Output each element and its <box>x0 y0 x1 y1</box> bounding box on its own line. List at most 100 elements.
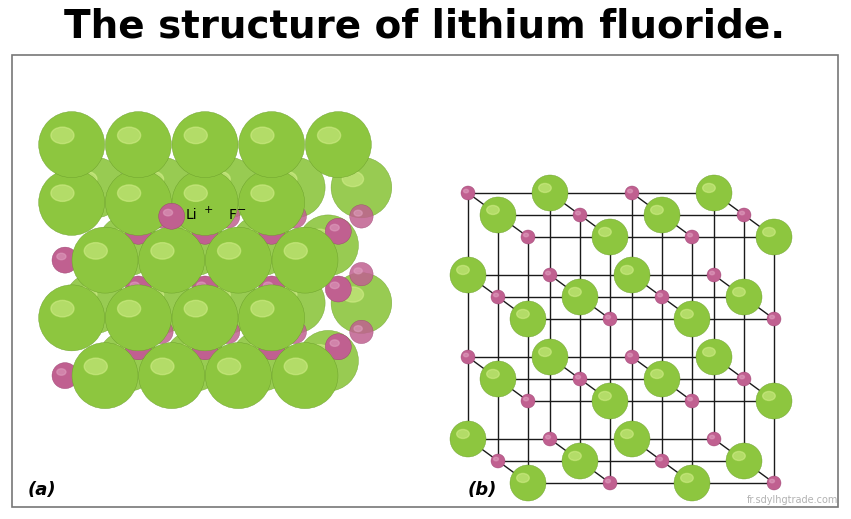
Ellipse shape <box>457 265 469 275</box>
Ellipse shape <box>175 229 197 244</box>
Ellipse shape <box>317 127 340 144</box>
Ellipse shape <box>51 127 74 144</box>
Circle shape <box>125 218 151 244</box>
Circle shape <box>197 157 259 218</box>
Ellipse shape <box>487 206 500 214</box>
Ellipse shape <box>769 479 774 483</box>
Ellipse shape <box>151 243 174 259</box>
Ellipse shape <box>568 288 581 296</box>
Ellipse shape <box>57 196 66 202</box>
Ellipse shape <box>243 345 264 360</box>
Ellipse shape <box>175 345 197 360</box>
Circle shape <box>573 372 587 386</box>
Ellipse shape <box>703 347 715 357</box>
Ellipse shape <box>76 171 97 187</box>
Circle shape <box>231 215 292 276</box>
Ellipse shape <box>651 370 663 378</box>
Circle shape <box>707 268 721 282</box>
Ellipse shape <box>57 253 66 260</box>
Circle shape <box>532 175 568 211</box>
Circle shape <box>696 175 732 211</box>
Text: The structure of lithium fluoride.: The structure of lithium fluoride. <box>65 8 785 46</box>
Ellipse shape <box>251 301 274 317</box>
Circle shape <box>644 197 680 233</box>
Circle shape <box>491 454 505 468</box>
Ellipse shape <box>151 358 174 375</box>
Circle shape <box>756 219 792 255</box>
Circle shape <box>325 218 351 244</box>
Circle shape <box>726 443 762 479</box>
Circle shape <box>150 320 173 344</box>
Ellipse shape <box>51 185 74 201</box>
Ellipse shape <box>740 375 745 379</box>
Ellipse shape <box>464 353 469 357</box>
Ellipse shape <box>769 315 774 319</box>
Circle shape <box>72 227 138 293</box>
Circle shape <box>231 331 292 391</box>
Circle shape <box>238 169 305 236</box>
Ellipse shape <box>264 282 272 289</box>
Ellipse shape <box>197 224 206 231</box>
Text: (b): (b) <box>468 481 497 499</box>
Circle shape <box>461 350 475 364</box>
Ellipse shape <box>494 293 499 297</box>
Circle shape <box>106 112 171 177</box>
Circle shape <box>521 394 535 408</box>
Circle shape <box>707 432 721 446</box>
Text: −: − <box>237 205 247 215</box>
Circle shape <box>131 157 191 218</box>
Circle shape <box>644 361 680 397</box>
Ellipse shape <box>288 326 295 332</box>
Circle shape <box>767 312 781 326</box>
Circle shape <box>131 272 191 333</box>
Circle shape <box>756 383 792 419</box>
Ellipse shape <box>51 301 74 317</box>
Text: +: + <box>203 205 213 215</box>
Circle shape <box>325 276 351 302</box>
Ellipse shape <box>575 211 580 215</box>
Circle shape <box>450 257 486 293</box>
Ellipse shape <box>220 210 229 216</box>
Circle shape <box>150 263 173 286</box>
Circle shape <box>172 112 238 177</box>
Circle shape <box>197 272 259 333</box>
Ellipse shape <box>220 268 229 274</box>
Ellipse shape <box>309 345 330 360</box>
Circle shape <box>52 189 78 215</box>
Circle shape <box>265 157 325 218</box>
Ellipse shape <box>627 353 632 357</box>
Circle shape <box>125 276 151 302</box>
Ellipse shape <box>130 282 140 289</box>
Circle shape <box>205 227 271 293</box>
Circle shape <box>625 186 639 200</box>
Ellipse shape <box>606 315 610 319</box>
Ellipse shape <box>330 282 340 289</box>
Circle shape <box>192 218 218 244</box>
Ellipse shape <box>568 452 581 460</box>
Ellipse shape <box>184 127 208 144</box>
Circle shape <box>573 208 587 222</box>
Ellipse shape <box>330 224 340 231</box>
Ellipse shape <box>523 233 528 237</box>
Ellipse shape <box>184 185 208 201</box>
Ellipse shape <box>598 391 611 401</box>
Ellipse shape <box>354 210 363 216</box>
Ellipse shape <box>154 268 163 274</box>
Circle shape <box>480 361 516 397</box>
Ellipse shape <box>184 301 208 317</box>
Circle shape <box>331 157 391 218</box>
Ellipse shape <box>762 227 775 237</box>
Circle shape <box>158 203 185 229</box>
Ellipse shape <box>342 287 363 302</box>
Circle shape <box>603 476 617 490</box>
Circle shape <box>139 343 205 408</box>
Circle shape <box>592 383 628 419</box>
Circle shape <box>532 339 568 375</box>
Circle shape <box>38 112 105 177</box>
Ellipse shape <box>57 368 66 375</box>
Circle shape <box>450 421 486 457</box>
Ellipse shape <box>284 243 307 259</box>
Circle shape <box>238 112 305 177</box>
Circle shape <box>543 268 557 282</box>
Circle shape <box>216 320 240 344</box>
